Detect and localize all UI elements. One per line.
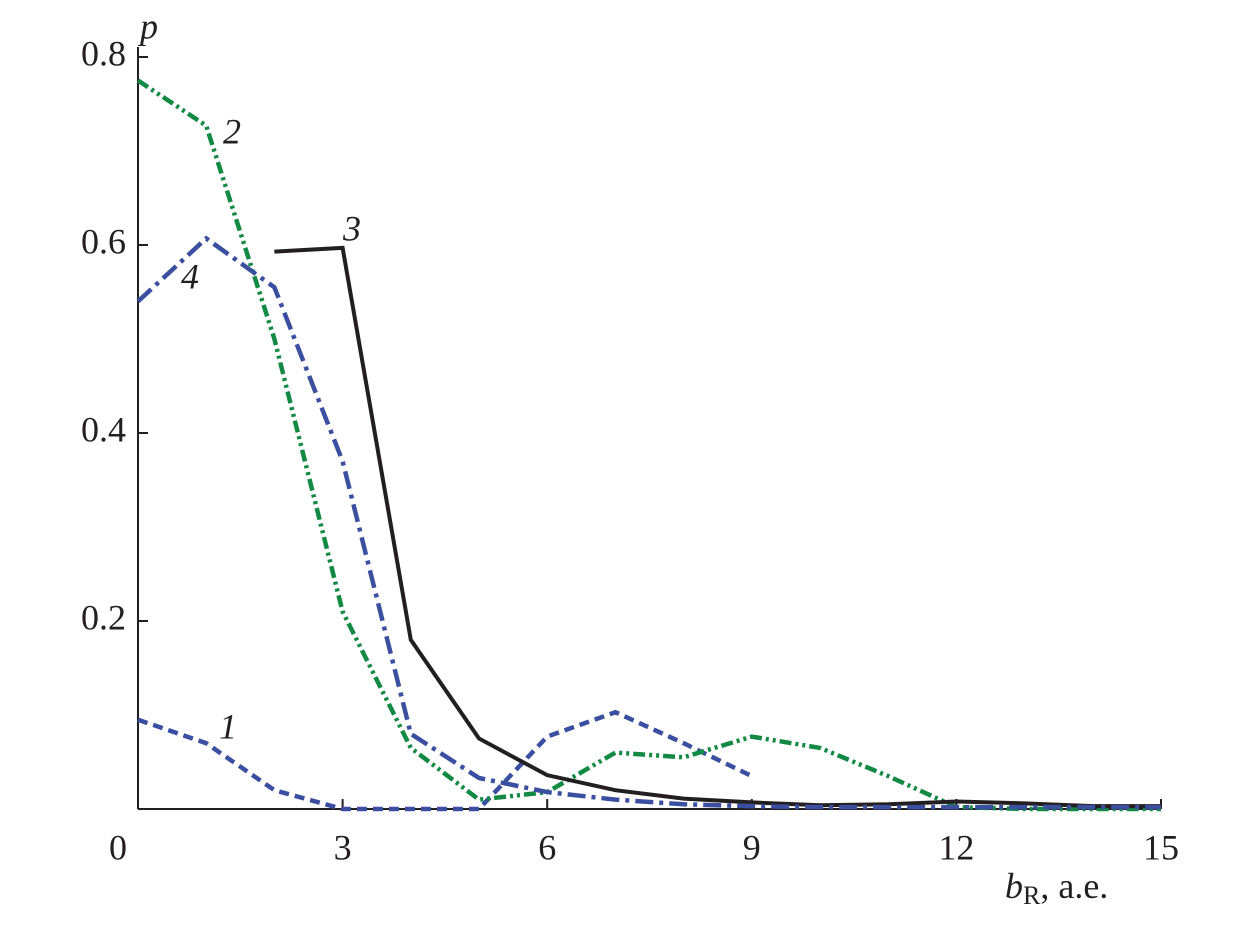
series-line <box>137 709 753 812</box>
y-tick-label: 0.6 <box>81 221 126 261</box>
series-label: 4 <box>181 256 199 296</box>
y-tick-label: 0.8 <box>81 33 126 73</box>
x-axis-label: bR, a.e. <box>1005 866 1108 910</box>
y-tick-label: 0.4 <box>81 409 126 449</box>
x-tick-label: 0 <box>109 827 127 867</box>
series-label: 3 <box>342 208 361 248</box>
x-tick-label: 15 <box>1143 827 1179 867</box>
x-tick-label: 9 <box>743 827 761 867</box>
x-tick-label: 12 <box>938 827 974 867</box>
x-tick-label: 3 <box>334 827 352 867</box>
series-line <box>136 235 1161 810</box>
series-label: 2 <box>223 111 241 151</box>
series-line <box>274 245 1161 809</box>
x-tick-label: 6 <box>538 827 556 867</box>
x-axis-label-main: b <box>1005 866 1023 906</box>
series-label: 1 <box>219 706 237 746</box>
x-axis-label-sub: R <box>1023 881 1041 910</box>
series-line <box>136 78 1161 812</box>
y-axis-label: p <box>137 6 158 46</box>
x-axis-label-rest: , a.e. <box>1040 866 1108 906</box>
y-tick-label: 0.2 <box>81 597 126 637</box>
